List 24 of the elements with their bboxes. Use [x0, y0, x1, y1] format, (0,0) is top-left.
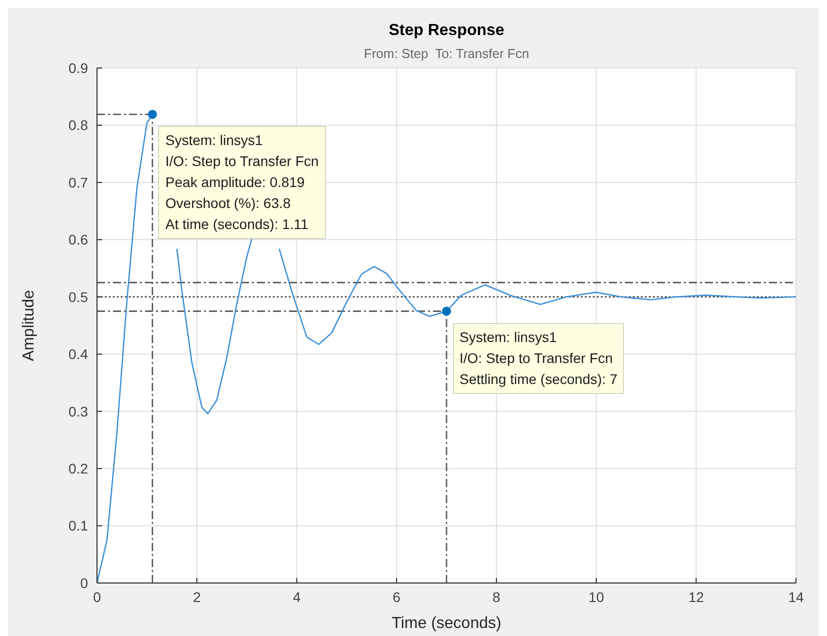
chart-title: Step Response — [388, 22, 506, 40]
y-tick-label: 0.7 — [68, 174, 88, 190]
x-tick-label: 6 — [392, 588, 401, 605]
y-tick-label: 0.5 — [68, 288, 88, 305]
annotation: System: linsys1 I/O: Step to Transfer Fcn Peak amplitude: 0.819 Overshoot (%): 63.8 At time (seconds): 1.11 — [165, 131, 319, 234]
x-tick-label: 0 — [93, 588, 102, 605]
y-tick-label: 0.2 — [68, 460, 88, 477]
y-tick-label: 0.1 — [68, 518, 88, 534]
chart-subtitle: From: Step To: Transfer Fcn — [362, 46, 530, 61]
x-tick-label: 4 — [292, 588, 301, 605]
y-tick-label: 0.4 — [68, 346, 88, 362]
x-tick-label: 12 — [688, 588, 704, 605]
x-tick-label: 8 — [492, 588, 501, 605]
y-tick-label: 0.9 — [68, 60, 88, 76]
annotation: System: linsys1 I/O: Step to Transfer Fcn Settling time (seconds): 7 — [460, 328, 618, 390]
y-tick-label: 0.6 — [68, 232, 88, 248]
x-tick-label: 14 — [788, 588, 804, 605]
y-axis-title: Amplitude — [20, 290, 38, 362]
y-tick-label: 0.3 — [68, 403, 88, 420]
x-axis-title: Time (seconds) — [392, 615, 502, 632]
y-tick-label: 0.8 — [68, 117, 88, 134]
x-tick-label: 2 — [192, 588, 201, 605]
y-tick-label: 0 — [80, 574, 88, 591]
x-tick-label: 10 — [588, 588, 604, 605]
